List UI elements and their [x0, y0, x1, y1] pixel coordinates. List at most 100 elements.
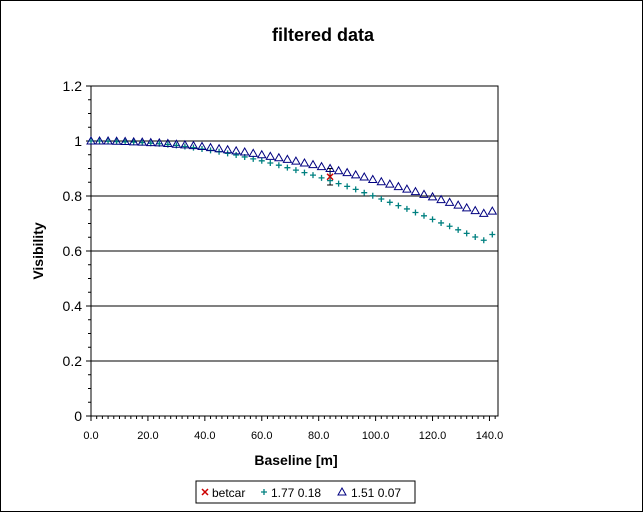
data-point [378, 196, 385, 203]
series-+ [88, 138, 496, 244]
legend-label: betcar [212, 486, 245, 500]
data-point [446, 223, 453, 230]
data-point [258, 157, 265, 164]
y-tick-label: 0.6 [63, 243, 83, 259]
data-point [239, 146, 250, 156]
data-point [395, 202, 402, 209]
data-point [487, 206, 498, 215]
x-tick-label: 40.0 [194, 430, 215, 442]
data-point [273, 152, 284, 162]
x-tick-label: 140.0 [476, 430, 504, 442]
data-point [291, 156, 301, 165]
data-point [419, 189, 429, 198]
data-point [376, 176, 387, 186]
data-point [162, 138, 173, 147]
data-point [154, 137, 165, 147]
legend-marker [337, 486, 347, 496]
data-point [145, 137, 156, 147]
data-point [214, 143, 224, 153]
data-point [284, 164, 291, 171]
data-point [310, 172, 316, 179]
data-point [463, 230, 470, 237]
data-point [369, 192, 376, 199]
data-point [461, 202, 472, 212]
data-point [335, 180, 342, 187]
data-point [128, 136, 139, 146]
legend-label: 1.77 0.18 [271, 486, 321, 500]
data-point [384, 179, 395, 188]
data-point [393, 181, 404, 191]
data-point [427, 191, 438, 201]
data-point [248, 148, 259, 157]
y-axis: 0 0.2 0.4 0.6 0.8 1 1.2 [63, 78, 91, 424]
chart-title: filtered data [272, 25, 375, 45]
data-point [299, 157, 310, 167]
data-point [256, 149, 267, 159]
y-tick-label: 0 [74, 408, 82, 424]
data-point [453, 200, 464, 209]
grid-lines [91, 140, 498, 362]
data-point [333, 165, 344, 175]
data-point [436, 194, 446, 204]
data-point [275, 162, 282, 169]
data-point [455, 226, 462, 233]
data-point [470, 205, 481, 215]
y-tick-label: 1 [74, 133, 82, 149]
data-point [429, 216, 436, 223]
data-point [103, 135, 113, 145]
data-point [188, 140, 199, 150]
data-point [282, 154, 293, 163]
data-point [361, 189, 368, 196]
data-point [402, 184, 412, 193]
y-tick-label: 0.2 [63, 353, 83, 369]
data-point [224, 150, 231, 157]
data-point [325, 163, 335, 172]
data-point [403, 205, 410, 212]
x-tick-label: 80.0 [308, 430, 329, 442]
data-point [438, 219, 445, 226]
data-point [342, 167, 353, 177]
legend-label: 1.51 0.07 [351, 486, 401, 500]
data-point [472, 233, 479, 240]
data-point [308, 159, 318, 169]
data-point [444, 197, 455, 206]
data-point [137, 137, 148, 146]
data-point [86, 135, 96, 145]
data-point [489, 231, 496, 238]
y-tick-label: 0.8 [63, 188, 83, 204]
data-point [181, 143, 188, 150]
data-point [480, 237, 487, 244]
data-point [120, 136, 131, 146]
data-point [180, 139, 190, 149]
data-point [222, 144, 233, 154]
data-point [352, 186, 359, 193]
data-point [231, 145, 242, 155]
data-point [344, 183, 351, 190]
data-point [199, 145, 205, 152]
legend-marker [201, 488, 209, 496]
data-point [233, 152, 240, 159]
data-point [327, 177, 334, 184]
data-point [478, 208, 489, 217]
series-triangle [86, 135, 498, 217]
x-axis: 0.0 20.0 40.0 60.0 80.0 100.0 120.0 140.0 [83, 416, 503, 442]
data-point [359, 172, 370, 181]
data-point [326, 173, 334, 181]
data-point [267, 160, 274, 166]
data-point [350, 169, 361, 179]
data-point [410, 186, 421, 196]
data-point [292, 167, 299, 174]
x-tick-label: 60.0 [251, 430, 272, 442]
legend-box [195, 480, 416, 504]
data-point [171, 139, 182, 148]
y-tick-label: 0.4 [63, 298, 83, 314]
data-point [265, 151, 276, 160]
x-tick-label: 120.0 [419, 430, 447, 442]
x-tick-label: 100.0 [362, 430, 390, 442]
y-tick-label: 1.2 [63, 78, 83, 94]
data-point [111, 136, 122, 145]
x-tick-label: 0.0 [83, 430, 98, 442]
x-axis-label: Baseline [m] [254, 452, 337, 468]
